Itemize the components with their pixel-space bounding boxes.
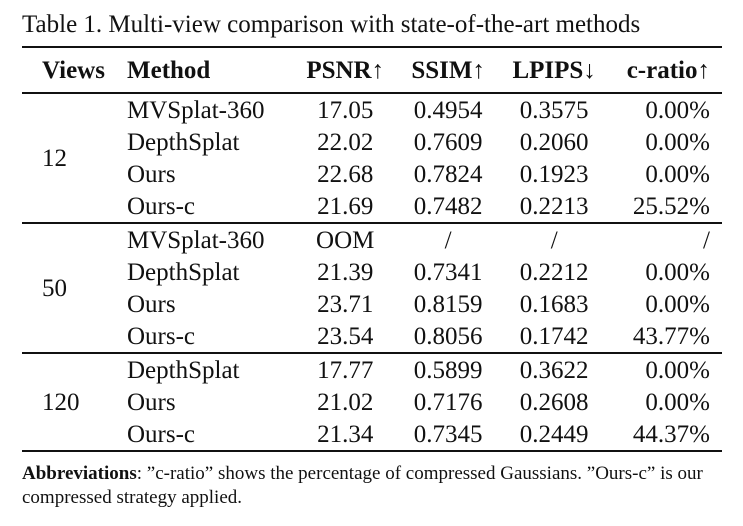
views-cell: 12 [42,144,67,172]
footnote: Abbreviations: ”c-ratio” shows the perce… [22,462,722,510]
method-cell: Ours [127,388,176,416]
c-ratio-cell: / [703,226,710,254]
lpips-cell: 0.3575 [519,96,589,124]
c-ratio-cell: 0.00% [645,128,710,156]
comparison-table-container: Views Method PSNR↑ SSIM↑ LPIPS↓ c-ratio↑… [22,46,722,452]
psnr-cell: OOM [316,226,375,254]
ssim-cell: 0.7482 [413,192,483,220]
method-cell: Ours [127,290,176,318]
table-row: 12 MVSplat-360 17.05 0.4954 0.3575 0.00% [22,93,722,172]
header-views: Views [42,56,105,84]
header-c-ratio: c-ratio↑ [626,56,710,84]
method-cell: MVSplat-360 [127,96,265,124]
ssim-cell: 0.8159 [413,290,483,318]
table-row: Ours-c 23.54 0.8056 0.1742 43.77% [22,320,722,353]
lpips-cell: / [550,226,558,254]
views-cell: 50 [42,274,67,302]
lpips-cell: 0.1923 [519,160,589,188]
ssim-cell: 0.4954 [413,96,483,124]
ssim-cell: 0.5899 [413,356,483,384]
header-psnr: PSNR↑ [306,56,385,84]
c-ratio-cell: 0.00% [645,96,710,124]
table-group: 12 MVSplat-360 17.05 0.4954 0.3575 0.00% Depth… [22,93,722,223]
footnote-text: : ”c-ratio” shows the percentage of comp… [22,463,703,508]
lpips-cell: 0.2060 [519,128,589,156]
ssim-cell: 0.7824 [413,160,483,188]
header-ssim: SSIM↑ [411,56,485,84]
c-ratio-cell: 25.52% [632,192,710,220]
method-cell: MVSplat-360 [127,226,265,254]
method-cell: DepthSplat [127,356,240,384]
psnr-cell: 21.02 [317,388,374,416]
c-ratio-cell: 0.00% [645,160,710,188]
c-ratio-cell: 0.00% [645,290,710,318]
lpips-cell: 0.1742 [519,322,589,350]
lpips-cell: 0.2449 [519,420,589,448]
psnr-cell: 17.77 [317,356,374,384]
method-cell: DepthSplat [127,258,240,286]
psnr-cell: 21.34 [317,420,374,448]
table-row: Ours-c 21.34 0.7345 0.2449 44.37% [22,418,722,451]
table-group: 120 DepthSplat 17.77 0.5899 0.3622 0.00% Ours 2… [22,353,722,451]
method-cell: Ours-c [127,322,196,350]
lpips-cell: 0.1683 [519,290,589,318]
c-ratio-cell: 0.00% [645,356,710,384]
table-row: Ours-c 21.69 0.7482 0.2213 25.52% [22,190,722,223]
method-cell: Ours [127,160,176,188]
ssim-cell: 0.7609 [413,128,483,156]
psnr-cell: 22.02 [317,128,374,156]
table-row: 50 MVSplat-360 OOM / / / [22,223,722,302]
c-ratio-cell: 0.00% [645,388,710,416]
table-row: Ours 23.71 0.8159 0.1683 0.00% [22,288,722,320]
ssim-cell: 0.8056 [413,322,483,350]
ssim-cell: / [444,226,452,254]
table-row: 120 DepthSplat 17.77 0.5899 0.3622 0.00% [22,353,722,416]
method-cell: DepthSplat [127,128,240,156]
header-row: Views Method PSNR↑ SSIM↑ LPIPS↓ c-ratio↑ [22,47,722,93]
psnr-cell: 21.39 [317,258,374,286]
table-header: Views Method PSNR↑ SSIM↑ LPIPS↓ c-ratio↑ [22,47,722,93]
lpips-cell: 0.3622 [519,356,589,384]
c-ratio-cell: 44.37% [632,420,710,448]
header-method: Method [127,56,211,84]
header-lpips: LPIPS↓ [512,56,596,84]
table-row: Ours 21.02 0.7176 0.2608 0.00% [22,386,722,418]
lpips-cell: 0.2213 [519,192,589,220]
comparison-table: Views Method PSNR↑ SSIM↑ LPIPS↓ c-ratio↑… [22,46,722,452]
ssim-cell: 0.7341 [413,258,483,286]
table-caption: Table 1. Multi-view comparison with stat… [22,11,641,38]
c-ratio-cell: 0.00% [645,258,710,286]
lpips-cell: 0.2608 [519,388,589,416]
table-row: DepthSplat 21.39 0.7341 0.2212 0.00% [22,256,722,288]
c-ratio-cell: 43.77% [632,322,710,350]
psnr-cell: 23.71 [317,290,374,318]
footnote-label: Abbreviations [22,463,137,484]
ssim-cell: 0.7345 [413,420,483,448]
lpips-cell: 0.2212 [519,258,589,286]
table-row: Ours 22.68 0.7824 0.1923 0.00% [22,158,722,190]
table-row: DepthSplat 22.02 0.7609 0.2060 0.00% [22,126,722,158]
psnr-cell: 21.69 [317,192,374,220]
ssim-cell: 0.7176 [413,388,483,416]
psnr-cell: 17.05 [317,96,374,124]
psnr-cell: 23.54 [317,322,374,350]
method-cell: Ours-c [127,420,196,448]
views-cell: 120 [42,388,80,416]
method-cell: Ours-c [127,192,196,220]
table-group: 50 MVSplat-360 OOM / / / DepthSplat 21.39 0.7341… [22,223,722,353]
psnr-cell: 22.68 [317,160,374,188]
